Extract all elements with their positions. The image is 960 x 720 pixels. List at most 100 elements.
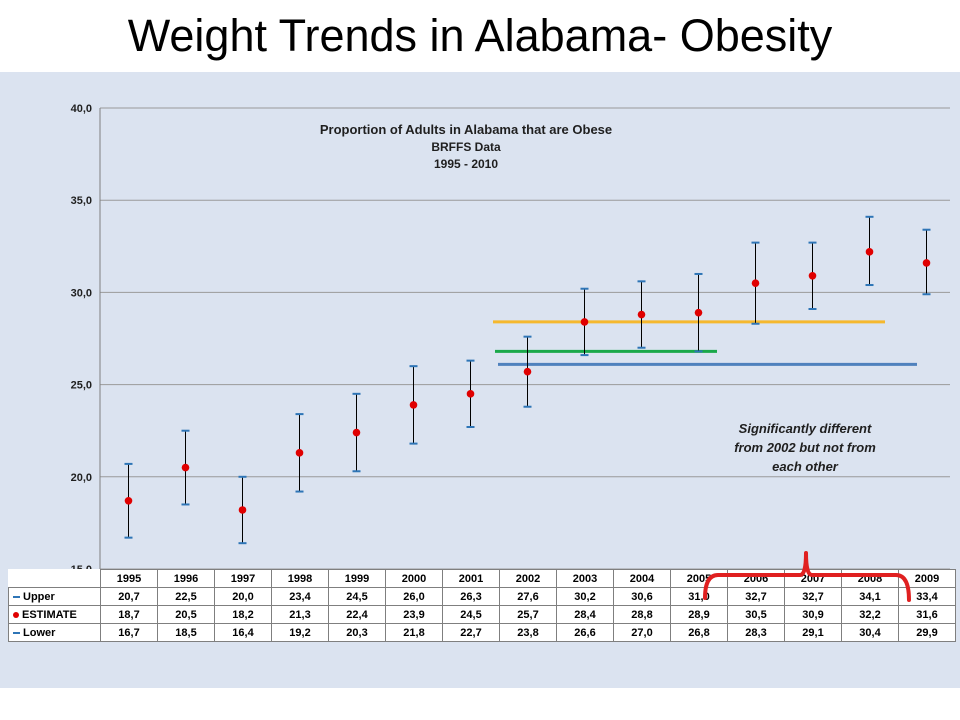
- slide-title: Weight Trends in Alabama- Obesity: [127, 10, 833, 61]
- table-cell: 31,6: [898, 605, 956, 624]
- table-cell: 29,1: [784, 623, 842, 642]
- estimate-point: [466, 390, 475, 398]
- table-cell: 26,6: [556, 623, 614, 642]
- table-row-upper: Upper 20,7 22,5 20,0 23,4 24,5 26,0 26,3 27,6 30,…: [8, 587, 956, 606]
- table-corner: [9, 570, 101, 588]
- table-cell: 20,3: [328, 623, 386, 642]
- table-year-header: 1997: [214, 569, 272, 588]
- table-row-header: Upper: [8, 587, 101, 606]
- table-row-estimate: ESTIMATE 18,7 20,5 18,2 21,3 22,4 23,9 24,5 25,7…: [8, 605, 956, 624]
- plot-area: [100, 108, 950, 569]
- chart-title: Proportion of Adults in Alabama that are…: [320, 122, 612, 137]
- table-year-header: 2005: [670, 569, 728, 588]
- table-cell: 28,3: [727, 623, 785, 642]
- table-cell: 32,7: [727, 587, 785, 606]
- table-year-header: 2004: [613, 569, 671, 588]
- table-cell: 30,9: [784, 605, 842, 624]
- legend-line-icon: [13, 595, 20, 598]
- estimate-point: [580, 318, 589, 326]
- table-cell: 32,7: [784, 587, 842, 606]
- estimate-point: [637, 310, 646, 319]
- table-year-header: 1999: [328, 569, 386, 588]
- table-cell: 16,4: [214, 623, 272, 642]
- data-table: 1995 1996 1997 1998 1999 2000 2001 2002 2003 2004…: [8, 569, 956, 642]
- table-cell: 30,2: [556, 587, 614, 606]
- table-cell: 26,3: [442, 587, 500, 606]
- table-row-header: Lower: [8, 623, 101, 642]
- table-row-lower: Lower 16,7 18,5 16,4 19,2 20,3 21,8 22,7 23,8 26,…: [8, 623, 956, 642]
- estimate-point: [922, 259, 931, 267]
- estimate-point: [865, 248, 874, 256]
- table-year-header: 2003: [556, 569, 614, 588]
- table-cell: 28,4: [556, 605, 614, 624]
- table-cell: 34,1: [841, 587, 899, 606]
- table-cell: 28,9: [670, 605, 728, 624]
- table-year-header: 1998: [271, 569, 329, 588]
- table-year-header: 2001: [442, 569, 500, 588]
- estimate-point: [295, 449, 304, 457]
- table-cell: 20,0: [214, 587, 272, 606]
- table-cell: 22,7: [442, 623, 500, 642]
- estimate-point: [808, 272, 817, 280]
- estimate-point: [352, 428, 361, 437]
- table-cell: 16,7: [100, 623, 158, 642]
- table-cell: 24,5: [442, 605, 500, 624]
- table-cell: 30,6: [613, 587, 671, 606]
- table-cell: 21,3: [271, 605, 329, 624]
- table-cell: 23,9: [385, 605, 443, 624]
- chart-subtitle-line-2: 1995 - 2010: [434, 157, 498, 171]
- table-year-header: 1995: [100, 569, 158, 588]
- table-cell: 27,6: [499, 587, 557, 606]
- table-cell: 32,2: [841, 605, 899, 624]
- series-name: ESTIMATE: [22, 608, 77, 621]
- table-year-header: 2000: [385, 569, 443, 588]
- table-year-header: 2007: [784, 569, 842, 588]
- table-cell: 18,7: [100, 605, 158, 624]
- legend-dot-icon: [13, 611, 19, 618]
- table-cell: 26,8: [670, 623, 728, 642]
- y-tick-label: 40,0: [71, 103, 92, 115]
- table-cell: 21,8: [385, 623, 443, 642]
- table-cell: 18,2: [214, 605, 272, 624]
- table-cell: 28,8: [613, 605, 671, 624]
- legend-line-icon: [13, 631, 20, 634]
- table-header-row: 1995 1996 1997 1998 1999 2000 2001 2002 2003 2004…: [9, 569, 956, 588]
- table-cell: 22,4: [328, 605, 386, 624]
- table-cell: 33,4: [898, 587, 956, 606]
- table-cell: 19,2: [271, 623, 329, 642]
- table-cell: 30,4: [841, 623, 899, 642]
- y-tick-label: 35,0: [71, 195, 92, 207]
- table-cell: 27,0: [613, 623, 671, 642]
- series-name: Upper: [23, 590, 55, 603]
- annotation-line-3: each other: [772, 459, 839, 474]
- estimate-point: [751, 279, 760, 287]
- estimate-point: [124, 496, 133, 505]
- estimate-point: [523, 367, 532, 376]
- y-tick-label: 25,0: [71, 380, 92, 392]
- series-name: Lower: [23, 626, 56, 639]
- table-year-header: 2006: [727, 569, 785, 588]
- table-year-header: 1996: [157, 569, 215, 588]
- estimate-point: [181, 463, 190, 472]
- table-cell: 23,4: [271, 587, 329, 606]
- annotation-line-1: Significantly different: [739, 421, 872, 436]
- table-cell: 31,0: [670, 587, 728, 606]
- table-cell: 20,7: [100, 587, 158, 606]
- y-tick-label: 20,0: [71, 472, 92, 484]
- table-cell: 30,5: [727, 605, 785, 624]
- estimate-point: [409, 401, 418, 409]
- annotation-line-2: from 2002 but not from: [734, 440, 876, 455]
- table-year-header: 2008: [841, 569, 899, 588]
- table-cell: 22,5: [157, 587, 215, 606]
- table-cell: 23,8: [499, 623, 557, 642]
- table-cell: 18,5: [157, 623, 215, 642]
- estimate-point: [238, 506, 247, 514]
- table-row-header: ESTIMATE: [8, 605, 101, 624]
- table-cell: 20,5: [157, 605, 215, 624]
- table-cell: 26,0: [385, 587, 443, 606]
- table-cell: 24,5: [328, 587, 386, 606]
- table-cell: 25,7: [499, 605, 557, 624]
- table-year-header: 2009: [898, 569, 956, 588]
- chart-subtitle-line-1: BRFFS Data: [431, 140, 501, 154]
